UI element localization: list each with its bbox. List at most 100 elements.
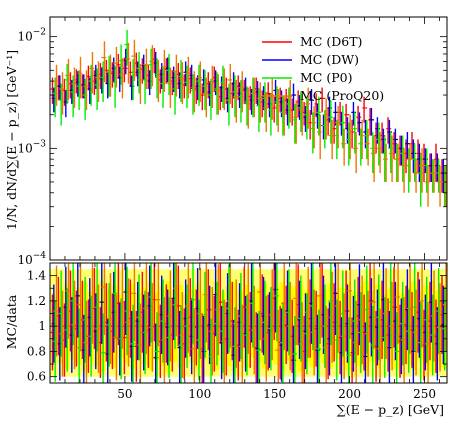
main-point xyxy=(83,70,89,111)
ratio-point xyxy=(256,311,262,383)
main-point xyxy=(107,54,113,97)
ratio-point xyxy=(99,263,105,344)
main-point xyxy=(323,98,328,140)
main-point xyxy=(221,68,227,111)
main-point xyxy=(77,56,83,99)
ratio-point xyxy=(154,312,160,383)
x-tick-label: 150 xyxy=(263,387,286,401)
ratio-point xyxy=(215,264,221,356)
main-point xyxy=(353,132,358,174)
main-point xyxy=(311,105,316,149)
ratio-point xyxy=(112,263,118,339)
x-tick-label: 200 xyxy=(338,387,361,401)
main-point xyxy=(395,143,400,182)
ratio-point xyxy=(239,304,245,383)
main-point xyxy=(405,132,410,160)
ratio-point xyxy=(89,263,95,344)
main-point xyxy=(357,112,363,136)
ratio-point xyxy=(389,281,394,371)
main-point xyxy=(113,46,119,88)
main-point xyxy=(418,148,424,193)
ratio-point xyxy=(292,316,298,383)
main-point xyxy=(161,49,167,92)
main-point xyxy=(71,67,77,108)
main-point xyxy=(365,128,370,166)
ratio-point xyxy=(377,308,382,383)
ratio-point xyxy=(191,308,197,383)
legend: MC (D6T) MC (DW) MC (P0) MC (ProQ20) xyxy=(262,34,384,103)
ratio-point xyxy=(107,273,113,365)
ratio-point xyxy=(293,263,298,346)
main-point xyxy=(167,67,173,108)
main-point xyxy=(227,63,233,104)
ratio-point xyxy=(275,309,280,383)
ratio-y-axis: 0.6 0.8 1 1.2 1.4 xyxy=(27,269,447,384)
main-point xyxy=(281,96,286,136)
ratio-point xyxy=(125,278,131,367)
main-point xyxy=(407,143,412,182)
ratio-point xyxy=(185,263,191,353)
main-point xyxy=(185,56,191,99)
ratio-point xyxy=(257,263,262,341)
ratio-point xyxy=(430,270,436,362)
ratio-y-tick-label: 0.8 xyxy=(27,344,46,358)
main-point xyxy=(320,87,326,113)
ratio-y-axis-label: MC/data xyxy=(4,294,19,349)
main-point xyxy=(125,42,131,84)
main-point xyxy=(347,114,352,160)
ratio-point xyxy=(190,263,196,344)
main-point xyxy=(95,61,101,102)
main-point xyxy=(299,93,304,136)
main-point xyxy=(317,114,322,160)
x-tick-label: 50 xyxy=(117,387,132,401)
legend-label: MC (D6T) xyxy=(300,34,362,49)
ratio-point xyxy=(95,284,101,373)
ratio-point xyxy=(305,266,310,358)
ratio-point xyxy=(161,297,167,383)
ratio-point xyxy=(341,293,346,380)
x-tick-label: 100 xyxy=(188,387,211,401)
main-point xyxy=(352,112,357,154)
main-point xyxy=(137,63,143,104)
x-tick-label: 250 xyxy=(413,387,436,401)
main-point xyxy=(173,54,179,97)
main-point xyxy=(335,105,340,149)
main-point xyxy=(305,87,310,129)
main-point xyxy=(203,77,209,118)
main-point xyxy=(131,39,137,82)
main-point xyxy=(383,143,388,182)
main-point xyxy=(362,96,368,123)
ratio-point xyxy=(53,265,59,357)
main-point xyxy=(377,132,382,174)
ratio-point xyxy=(407,263,412,354)
ratio-panel-data xyxy=(50,263,447,383)
main-point xyxy=(263,91,268,133)
main-y-tick-label: 10−2 xyxy=(17,28,46,44)
main-point xyxy=(344,103,350,129)
ratio-point xyxy=(299,302,304,383)
main-point xyxy=(293,100,298,144)
main-point xyxy=(257,82,262,123)
main-point xyxy=(369,107,375,136)
ratio-point xyxy=(75,263,81,338)
ratio-point xyxy=(418,263,424,348)
main-point xyxy=(209,65,215,108)
main-point xyxy=(149,45,155,87)
ratio-point xyxy=(221,299,227,383)
ratio-point xyxy=(65,263,71,339)
ratio-y-tick-label: 0.6 xyxy=(27,370,46,384)
main-point xyxy=(239,71,245,113)
ratio-point xyxy=(353,300,358,383)
ratio-point xyxy=(100,313,106,383)
main-point xyxy=(89,51,95,94)
main-point xyxy=(359,119,364,160)
main-point xyxy=(53,64,59,106)
main-y-axis-label: 1/N, dN/d∑(E − p_z) [GeV⁻¹] xyxy=(4,50,19,230)
ratio-point xyxy=(335,263,340,353)
main-point xyxy=(233,79,239,123)
main-point xyxy=(371,135,376,182)
ratio-point xyxy=(383,268,388,359)
ratio-point xyxy=(347,263,352,339)
main-point xyxy=(197,61,203,102)
